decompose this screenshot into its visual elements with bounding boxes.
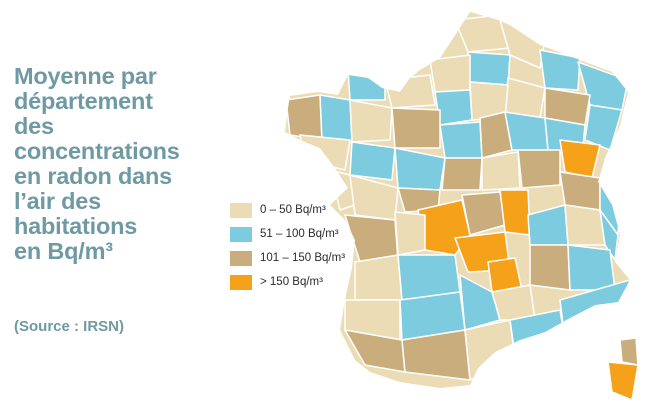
department-region (564, 204, 606, 246)
department-region (529, 244, 571, 291)
title-line: Moyenne par (14, 63, 157, 89)
legend-item: 51 – 100 Bq/m³ (230, 222, 345, 246)
title-line: en radon dans (14, 163, 173, 189)
department-region (347, 69, 386, 101)
title-line: en Bq/m³ (14, 238, 113, 264)
legend-swatch (230, 274, 252, 290)
department-region (517, 149, 561, 189)
department-region (499, 189, 531, 236)
department-region (391, 107, 441, 149)
title-line: l’air des (14, 188, 102, 214)
department-region (539, 49, 581, 91)
department-region (319, 94, 353, 143)
legend-label: 101 – 150 Bq/m³ (260, 252, 346, 264)
department-region (394, 211, 426, 256)
department-region (429, 54, 471, 93)
map-legend: 0 – 50 Bq/m³ 51 – 100 Bq/m³ 101 – 150 Bq… (230, 198, 345, 294)
legend-item: 0 – 50 Bq/m³ (230, 198, 345, 222)
source-note: (Source : IRSN) (14, 318, 125, 335)
corsica-department-region (607, 361, 639, 401)
legend-item: > 150 Bq/m³ (230, 270, 345, 294)
department-region (504, 111, 549, 151)
legend-item: 101 – 150 Bq/m³ (230, 246, 345, 270)
department-region (467, 51, 511, 86)
legend-label: > 150 Bq/m³ (260, 276, 323, 288)
department-region (464, 319, 516, 381)
title-line: département (14, 88, 153, 114)
department-region (349, 99, 393, 143)
department-region (285, 94, 323, 141)
department-region (481, 151, 521, 191)
legend-label: 0 – 50 Bq/m³ (260, 204, 326, 216)
department-region (599, 209, 619, 261)
department-region (299, 134, 351, 171)
legend-label: 51 – 100 Bq/m³ (260, 228, 339, 240)
department-region (344, 214, 399, 263)
department-region (559, 171, 601, 211)
department-region (441, 157, 483, 191)
title-line: concentrations (14, 138, 180, 164)
department-region (439, 121, 483, 159)
department-region (567, 244, 616, 291)
title-line: des (14, 113, 54, 139)
department-region (354, 254, 403, 301)
legend-swatch (230, 226, 252, 242)
department-region (349, 141, 396, 181)
legend-swatch (230, 250, 252, 266)
department-region (384, 74, 436, 109)
department-region (491, 284, 536, 321)
map-title: Moyenne par département des concentratio… (14, 64, 214, 264)
title-line: habitations (14, 213, 138, 239)
corsica-department-region (619, 337, 639, 366)
legend-swatch (230, 202, 252, 218)
